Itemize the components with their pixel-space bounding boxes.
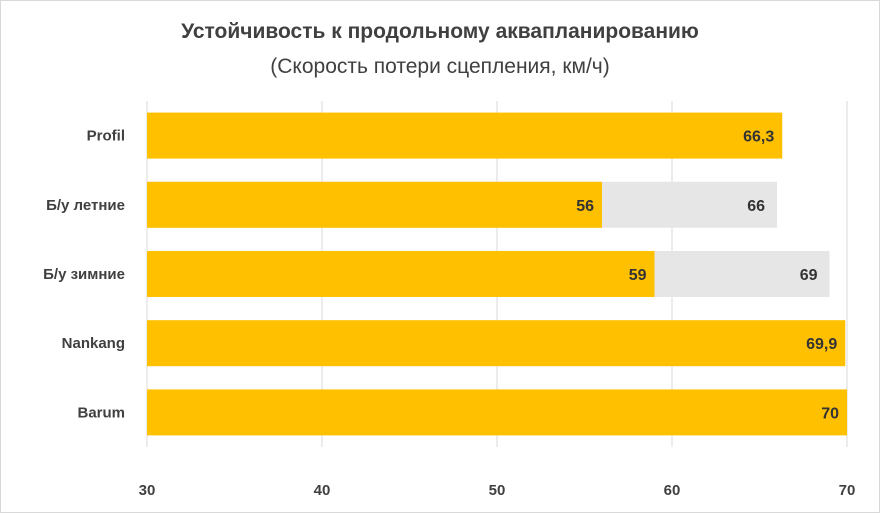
value-bar <box>147 389 847 436</box>
x-tick-label: 70 <box>839 482 856 499</box>
value-data-label: 69,9 <box>806 336 837 353</box>
range-data-label: 69 <box>800 267 818 284</box>
category-label: Nankang <box>62 335 125 352</box>
value-data-label: 56 <box>576 198 594 215</box>
x-tick-label: 40 <box>314 482 331 499</box>
chart-subtitle: (Скорость потери сцепления, км/ч) <box>270 55 610 78</box>
x-tick-label: 50 <box>489 482 506 499</box>
data-labels: 66,3 66 56 69 59 69,9 70 <box>576 129 839 423</box>
category-label: Barum <box>77 404 125 421</box>
value-bar <box>147 112 783 159</box>
value-bar <box>147 320 846 367</box>
value-data-label: 70 <box>821 405 839 422</box>
value-bars <box>147 112 847 436</box>
value-bar <box>147 251 655 297</box>
category-labels: Profil Б/у летние Б/у зимние Nankang Barum <box>43 128 125 422</box>
x-tick-label: 30 <box>139 482 156 499</box>
range-data-label: 66 <box>747 198 765 215</box>
x-tick-label: 60 <box>664 482 681 499</box>
category-label: Б/у зимние <box>43 266 125 283</box>
category-label: Profil <box>87 128 125 145</box>
x-tick-labels: 30 40 50 60 70 <box>139 482 856 499</box>
value-data-label: 59 <box>629 267 647 284</box>
value-bar <box>147 181 602 228</box>
category-label: Б/у летние <box>46 197 125 214</box>
value-data-label: 66,3 <box>743 129 774 146</box>
chart-title: Устойчивость к продольному аквапланирова… <box>181 20 699 43</box>
